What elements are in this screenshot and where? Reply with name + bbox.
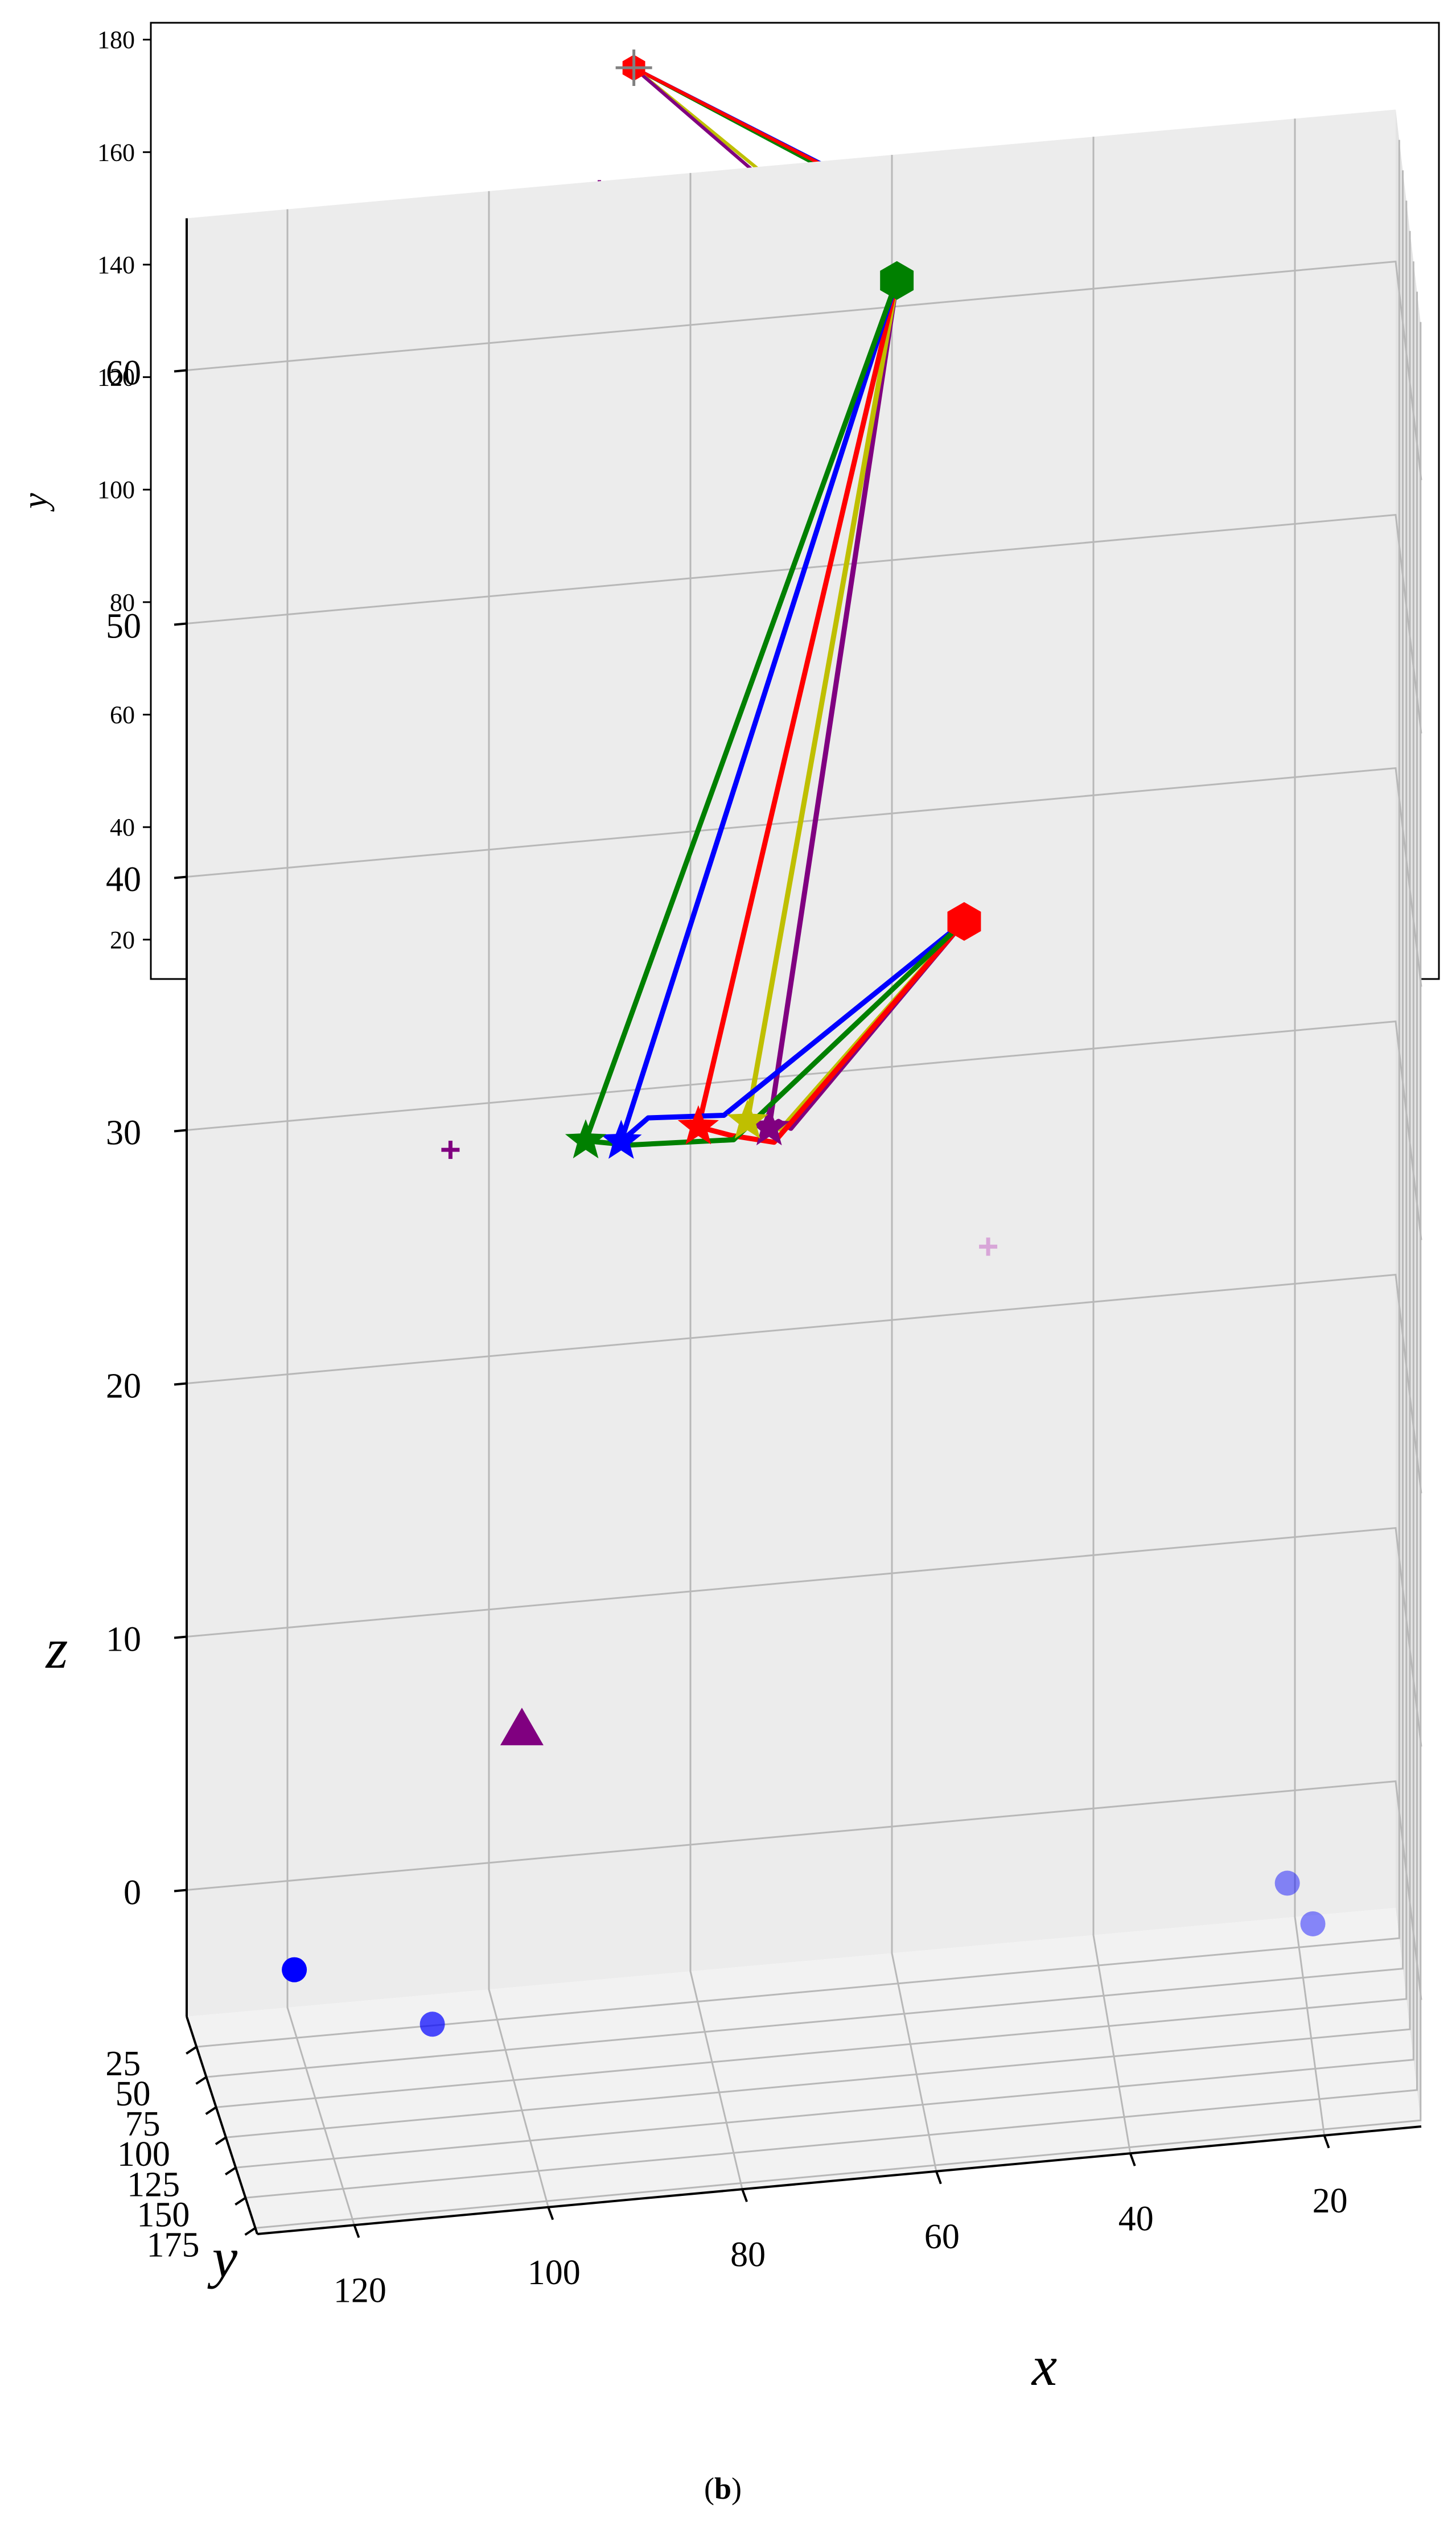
y-tick-label: 150 (137, 2195, 190, 2234)
y-tick-label: 75 (125, 2105, 161, 2144)
y-tick-mark (235, 2196, 246, 2206)
legitimate-user-point (419, 2012, 445, 2037)
series-line-3d (696, 279, 966, 1145)
caption-b: (b) (704, 2471, 742, 2506)
grid-y (206, 170, 1404, 2078)
chart-b: 0102030405060255075100125150175204060801… (45, 109, 1422, 2397)
grid-z (186, 767, 1422, 987)
series-star-3d (748, 1106, 790, 1146)
z-tick-mark (174, 622, 187, 626)
x-tick-label: 120 (334, 2271, 386, 2310)
x-tick-mark (547, 2207, 554, 2220)
y-axis-label: y (16, 493, 55, 512)
grid-y (245, 291, 1418, 2199)
grid-z (186, 1273, 1422, 1494)
final-point-3d (880, 261, 914, 300)
legitimate-user-point (1300, 1911, 1326, 1936)
z-tick-label: 60 (106, 354, 141, 393)
y-tick-mark (205, 2106, 217, 2115)
eavesdropper-marker (979, 1237, 998, 1256)
z-tick-label: 30 (106, 1114, 141, 1153)
grid-x (689, 172, 743, 2190)
grid-y (235, 261, 1414, 2169)
grid-x (891, 155, 937, 2172)
x-tick-label: 60 (924, 2218, 960, 2256)
grid-y (216, 200, 1408, 2108)
y-tick-label: 160 (97, 138, 135, 166)
x-tick-label: 20 (1313, 2182, 1348, 2220)
series-star-3d (727, 1099, 768, 1139)
grid-z (186, 1527, 1422, 1747)
series-star-3d (601, 1120, 642, 1159)
z-axis-label: z (45, 1617, 68, 1680)
grid-z (186, 260, 1422, 480)
x-tick-mark (741, 2189, 748, 2202)
z-tick-mark (174, 1635, 187, 1639)
series-line-3d (618, 279, 966, 1144)
grid-z (186, 1780, 1422, 2000)
y-tick-label: 80 (110, 589, 135, 616)
x-axis-line (257, 2125, 1422, 2235)
y-tick-label: 140 (97, 251, 135, 279)
y-tick-label: 25 (105, 2045, 141, 2083)
grid-y (225, 231, 1411, 2138)
grid-x (1092, 137, 1132, 2154)
y-tick-label: 175 (147, 2226, 200, 2264)
y-axis-label: y (207, 2226, 238, 2289)
x-tick-label: 80 (730, 2235, 766, 2274)
y-tick-label: 40 (110, 813, 135, 841)
z-tick-mark (174, 1129, 187, 1133)
grid-z (186, 1020, 1422, 1240)
grid-x (1294, 118, 1326, 2136)
caption-b-letter: b (714, 2471, 731, 2506)
y-tick-label: 100 (97, 476, 135, 504)
x-tick-label: 100 (528, 2253, 581, 2292)
y-tick-mark (195, 2076, 207, 2085)
y-tick-label: 20 (110, 926, 135, 954)
y-tick-mark (244, 2227, 256, 2236)
star-ris-marker (500, 1708, 544, 1746)
z-tick-mark (174, 875, 187, 879)
y-tick-mark (186, 2046, 198, 2055)
z-tick-label: 50 (106, 607, 141, 646)
series-star-3d (565, 1119, 607, 1159)
z-tick-label: 10 (106, 1620, 141, 1659)
grid-x (488, 191, 549, 2208)
y-tick-label: 125 (127, 2165, 180, 2204)
legitimate-user-point (282, 1957, 307, 1982)
x-tick-mark (1129, 2153, 1136, 2166)
grid-y (255, 322, 1422, 2229)
grid-y (196, 139, 1400, 2048)
z-tick-label: 0 (124, 1874, 141, 1912)
pane-floor (187, 1908, 1421, 2234)
z-tick-mark (174, 369, 187, 373)
eavesdropper-marker (441, 1141, 460, 1159)
x-tick-mark (353, 2224, 360, 2238)
x-axis-label: x (1031, 2334, 1057, 2397)
x-tick-label: 40 (1118, 2199, 1154, 2238)
z-tick-mark (174, 1382, 187, 1386)
legitimate-user-point (1274, 1870, 1300, 1896)
x-tick-mark (935, 2171, 942, 2185)
series-star-3d (677, 1105, 719, 1145)
grid-x (286, 209, 355, 2226)
grid-z (186, 513, 1422, 734)
y-tick-label: 50 (115, 2075, 150, 2113)
y-tick-label: 60 (110, 701, 135, 729)
y-tick-label: 180 (97, 26, 135, 54)
initial-point-3d (947, 902, 981, 941)
ground-isac-marker (615, 50, 652, 87)
z-tick-label: 40 (106, 861, 141, 899)
y-tick-label: 100 (117, 2135, 170, 2174)
z-tick-label: 20 (106, 1367, 141, 1406)
y-tick-mark (225, 2166, 237, 2175)
y-tick-label: 120 (97, 364, 135, 392)
z-tick-mark (174, 1889, 187, 1893)
y-tick-mark (215, 2136, 227, 2145)
x-tick-mark (1323, 2135, 1330, 2149)
